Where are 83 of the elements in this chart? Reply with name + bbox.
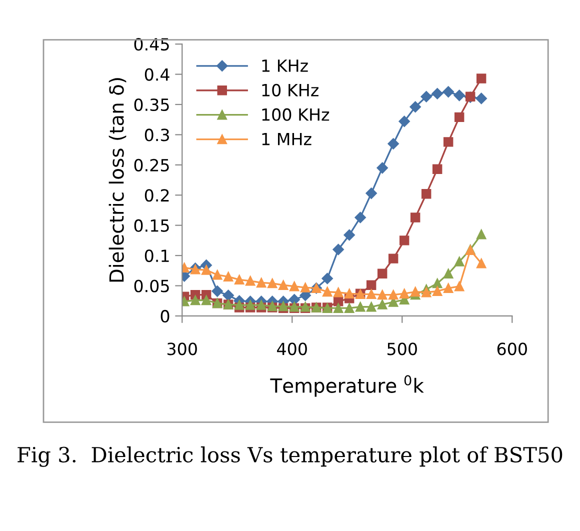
point [245,300,256,310]
point [212,270,222,280]
point [421,189,432,199]
point [267,278,278,288]
point [222,290,234,302]
caption: Fig 3. Dielectric loss Vs temperature plot of BST50 [18,446,562,467]
y-tick-label: 0.25 [134,158,169,172]
point [355,302,366,312]
y-tick-label: 0.15 [134,219,169,232]
point [223,272,234,282]
point [366,188,377,199]
x-tick-label: 300 [167,342,197,356]
point [432,164,442,174]
point [476,230,486,240]
point [322,286,332,297]
point [190,295,200,306]
legend-label: 1 KHz [262,60,308,72]
x-tick-label: 400 [277,342,307,356]
point [432,88,443,100]
point [322,272,333,284]
point [399,288,410,298]
legend-label: 100 KHz [262,108,330,121]
point [333,288,344,298]
point [333,303,344,313]
point [443,283,454,294]
legend-label: 10 KHz [262,84,318,96]
point [410,286,420,297]
point [388,254,398,264]
point [421,288,432,298]
point [278,280,288,290]
point [410,101,421,113]
y-tick-label: 0.1 [144,249,169,262]
point [410,212,420,222]
point [454,90,465,102]
point [476,74,486,84]
point [332,244,344,256]
point [234,274,244,285]
point [234,300,244,310]
y-tick-label: 0.35 [134,98,169,112]
point [212,286,223,297]
point [432,278,442,288]
y-tick-label: 0.3 [144,128,169,142]
x-tick-label: 600 [497,342,527,356]
point [256,278,266,288]
x-axis-title: Temperature $^{0}$k [270,375,424,397]
point [454,281,464,292]
y-tick-label: 0.4 [144,68,170,81]
point [289,281,300,292]
point [398,116,410,128]
y-tick-label: 0.2 [144,189,169,202]
point [344,288,354,298]
point [366,289,376,300]
point [201,265,212,275]
point [344,303,354,313]
y-axis-title: Dielectric loss (tan δ) [108,78,126,282]
point [201,295,212,306]
point [476,258,486,268]
legend-label: 1 MHz [262,132,312,146]
point [476,92,487,104]
point [256,300,266,310]
point [399,236,410,246]
point [443,137,454,147]
point [388,138,399,150]
point [454,256,464,266]
point [432,286,442,296]
y-tick-label: 0 [160,310,170,323]
point [300,282,310,292]
point [388,290,398,300]
y-tick-label: 0.05 [134,280,169,292]
point [354,212,366,224]
point [442,86,454,98]
point [377,290,388,300]
point [377,268,388,279]
x-tick-label: 500 [388,342,417,356]
point [344,229,355,241]
point [245,276,256,286]
point [377,300,388,310]
point [366,280,376,290]
point [454,112,464,122]
point [420,91,432,102]
point [443,268,454,279]
point [376,162,388,174]
point [366,302,376,312]
